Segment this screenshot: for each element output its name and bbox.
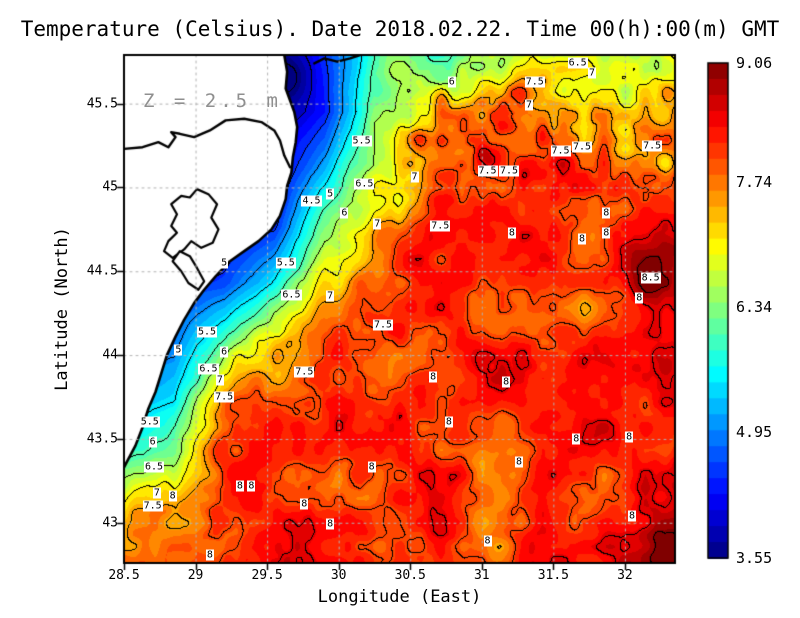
figure-title: Temperature (Celsius). Date 2018.02.22. … [20, 17, 780, 41]
contour-label: 8 [507, 227, 516, 239]
contour-label: 7.5 [142, 500, 163, 512]
contour-label: 7.5 [294, 366, 315, 378]
contour-label: 6 [340, 207, 349, 219]
contour-label: 8 [628, 510, 637, 522]
contour-label: 6 [220, 346, 229, 358]
contour-label: 6 [148, 436, 157, 448]
colorbar-tick-label: 4.95 [736, 423, 773, 442]
contour-label: 8 [577, 233, 586, 245]
depth-annotation: Z = 2.5 m [143, 90, 282, 112]
contour-label: 8 [514, 456, 524, 468]
contour-label: 7 [373, 218, 382, 230]
contour-label: 8 [235, 480, 244, 492]
contour-label: 6.5 [281, 289, 302, 301]
contour-label: 7.5 [571, 141, 592, 153]
contour-label: 8 [300, 498, 309, 510]
contour-label: 5 [220, 257, 229, 269]
contour-label: 8 [367, 461, 376, 473]
contour-label: 8.5 [640, 272, 661, 284]
contour-label: 7.5 [642, 140, 663, 152]
colorbar-tick-label: 3.55 [736, 549, 773, 567]
y-tick-label: 43.5 [86, 431, 118, 447]
contour-label: 8 [602, 207, 611, 219]
x-tick-label: 31.5 [537, 568, 569, 583]
contour-label: 8 [205, 549, 214, 561]
contour-label: 8 [247, 480, 256, 492]
contour-label: 5 [326, 188, 335, 200]
y-tick-label: 44.5 [86, 263, 118, 279]
contour-label: 8 [635, 292, 644, 304]
x-tick-label: 29 [187, 568, 204, 583]
contour-label: 7.5 [498, 165, 520, 177]
contour-label: 7 [215, 374, 224, 386]
x-tick-label: 28.5 [108, 568, 140, 583]
contour-label: 8 [444, 416, 453, 428]
y-tick-label: 45 [102, 179, 118, 195]
contour-label: 5.5 [196, 326, 218, 338]
contour-label: 8 [602, 227, 611, 239]
contour-label: 7.5 [214, 391, 235, 403]
x-tick-label: 29.5 [251, 568, 283, 583]
contour-label: 7.5 [477, 165, 498, 177]
x-axis-title: Longitude (East) [317, 587, 482, 607]
colorbar-tick-label: 6.34 [736, 298, 773, 317]
contour-label: 8 [168, 490, 177, 502]
contour-label: 5.5 [351, 135, 372, 146]
contour-label: 5.5 [275, 257, 296, 269]
contour-label: 7.5 [373, 319, 394, 331]
contour-label: 8 [429, 371, 438, 383]
contour-label: 6.5 [567, 57, 588, 69]
contour-label: 6.5 [198, 363, 219, 375]
colorbar-tick-label: 9.06 [736, 54, 773, 72]
y-tick-label: 43 [102, 515, 118, 531]
contour-label: 7.5 [524, 76, 545, 88]
contour-label: 8 [326, 518, 335, 530]
y-tick-label: 45.5 [86, 96, 118, 112]
x-tick-label: 32 [617, 568, 633, 583]
contour-label: 7 [152, 487, 161, 499]
contour-label: 7 [587, 67, 596, 79]
x-tick-label: 30.5 [394, 568, 426, 583]
contour-label: 8 [572, 433, 581, 445]
contour-label: 6.5 [354, 178, 375, 190]
contour-label: 5.5 [139, 416, 160, 428]
contour-label: 8 [483, 535, 492, 547]
contour-label: 7.5 [430, 220, 451, 232]
x-tick-label: 31 [473, 568, 490, 583]
contour-label: 6.5 [144, 461, 165, 473]
contour-label: 6 [447, 76, 456, 88]
contour-label: 5 [174, 344, 183, 356]
contour-label: 7.5 [550, 145, 571, 157]
contour-label: 7 [525, 99, 534, 111]
contour-label: 7 [410, 171, 419, 183]
contour-label: 7 [326, 290, 335, 302]
contour-label: 4.5 [301, 195, 322, 207]
y-axis-title: Latitude (North) [52, 227, 72, 391]
y-tick-label: 44 [102, 347, 118, 363]
contour-label: 8 [625, 431, 634, 443]
x-tick-label: 30 [330, 568, 347, 583]
colorbar-tick-label: 7.74 [736, 172, 773, 191]
contour-label: 8 [502, 376, 511, 388]
